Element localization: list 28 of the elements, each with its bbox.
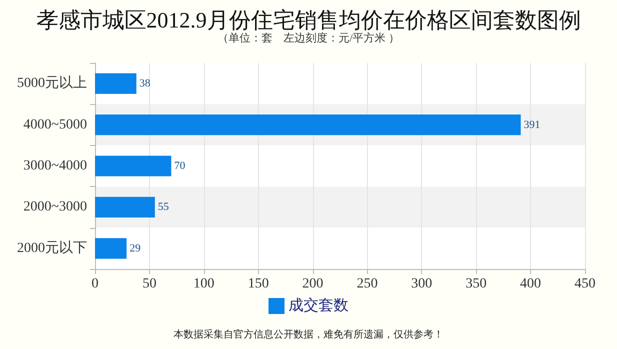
data-label: 70 bbox=[174, 160, 186, 172]
data-label: 391 bbox=[524, 118, 540, 131]
x-tick-label: 100 bbox=[193, 276, 214, 292]
x-tick-label: 200 bbox=[302, 276, 324, 292]
y-tick-label: 2000元以下 bbox=[17, 240, 87, 256]
bar bbox=[95, 156, 172, 176]
x-tick-label: 0 bbox=[92, 276, 98, 292]
y-tick-label: 2000~3000 bbox=[23, 200, 87, 215]
x-tick-label: 150 bbox=[248, 276, 269, 292]
bar bbox=[95, 73, 136, 94]
data-label: 29 bbox=[130, 242, 142, 254]
chart-title: 孝感市城区2012.9月份住宅销售均价在价格区间套数图例 bbox=[36, 8, 581, 32]
legend-label: 成交套数 bbox=[288, 297, 348, 314]
x-tick-label: 50 bbox=[142, 276, 156, 292]
x-tick-label: 300 bbox=[411, 276, 432, 292]
x-tick-label: 350 bbox=[466, 276, 487, 292]
text: 本数据采集自官方信息公开数据，难免有所遗漏，仅供参考！ bbox=[174, 328, 444, 340]
bar bbox=[95, 238, 127, 259]
bar bbox=[95, 196, 155, 218]
y-tick-label: 3000~4000 bbox=[23, 158, 87, 174]
data-label: 55 bbox=[158, 201, 170, 214]
chart-subtitle: （单位：套 左边刻度：元/平方米 ） bbox=[218, 32, 400, 44]
x-tick-label: 250 bbox=[356, 276, 378, 292]
x-tick-label: 400 bbox=[520, 276, 542, 292]
x-tick-label: 450 bbox=[574, 276, 596, 292]
data-label: 38 bbox=[139, 78, 151, 90]
y-tick-label: 4000~5000 bbox=[23, 117, 87, 132]
y-tick-label: 5000元以上 bbox=[17, 75, 87, 92]
